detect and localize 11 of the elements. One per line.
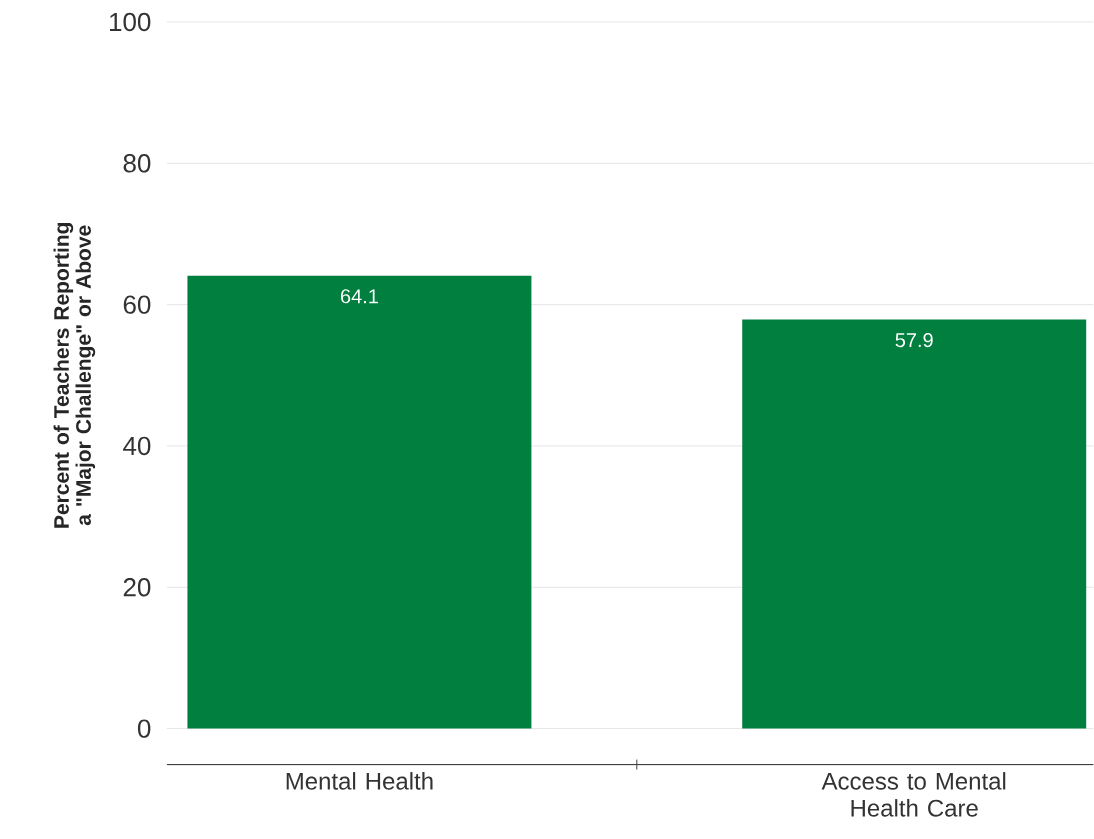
- y-tick-label: 0: [137, 719, 151, 739]
- y-axis-title: Percent of Teachers Reporting a "Major Challenge" or Above: [53, 223, 96, 528]
- y-tick-label: 20: [123, 578, 151, 597]
- data-label: 64.1: [340, 289, 378, 304]
- y-tick-label: 80: [123, 154, 151, 173]
- y-tick-label: 60: [123, 295, 151, 315]
- data-label: 57.9: [895, 333, 933, 348]
- x-tick-label: Mental Health: [286, 772, 433, 790]
- y-tick-label: 40: [123, 436, 151, 456]
- x-tick-label: Access to Mental Health Care: [821, 772, 1006, 817]
- y-tick-label: 100: [110, 13, 151, 32]
